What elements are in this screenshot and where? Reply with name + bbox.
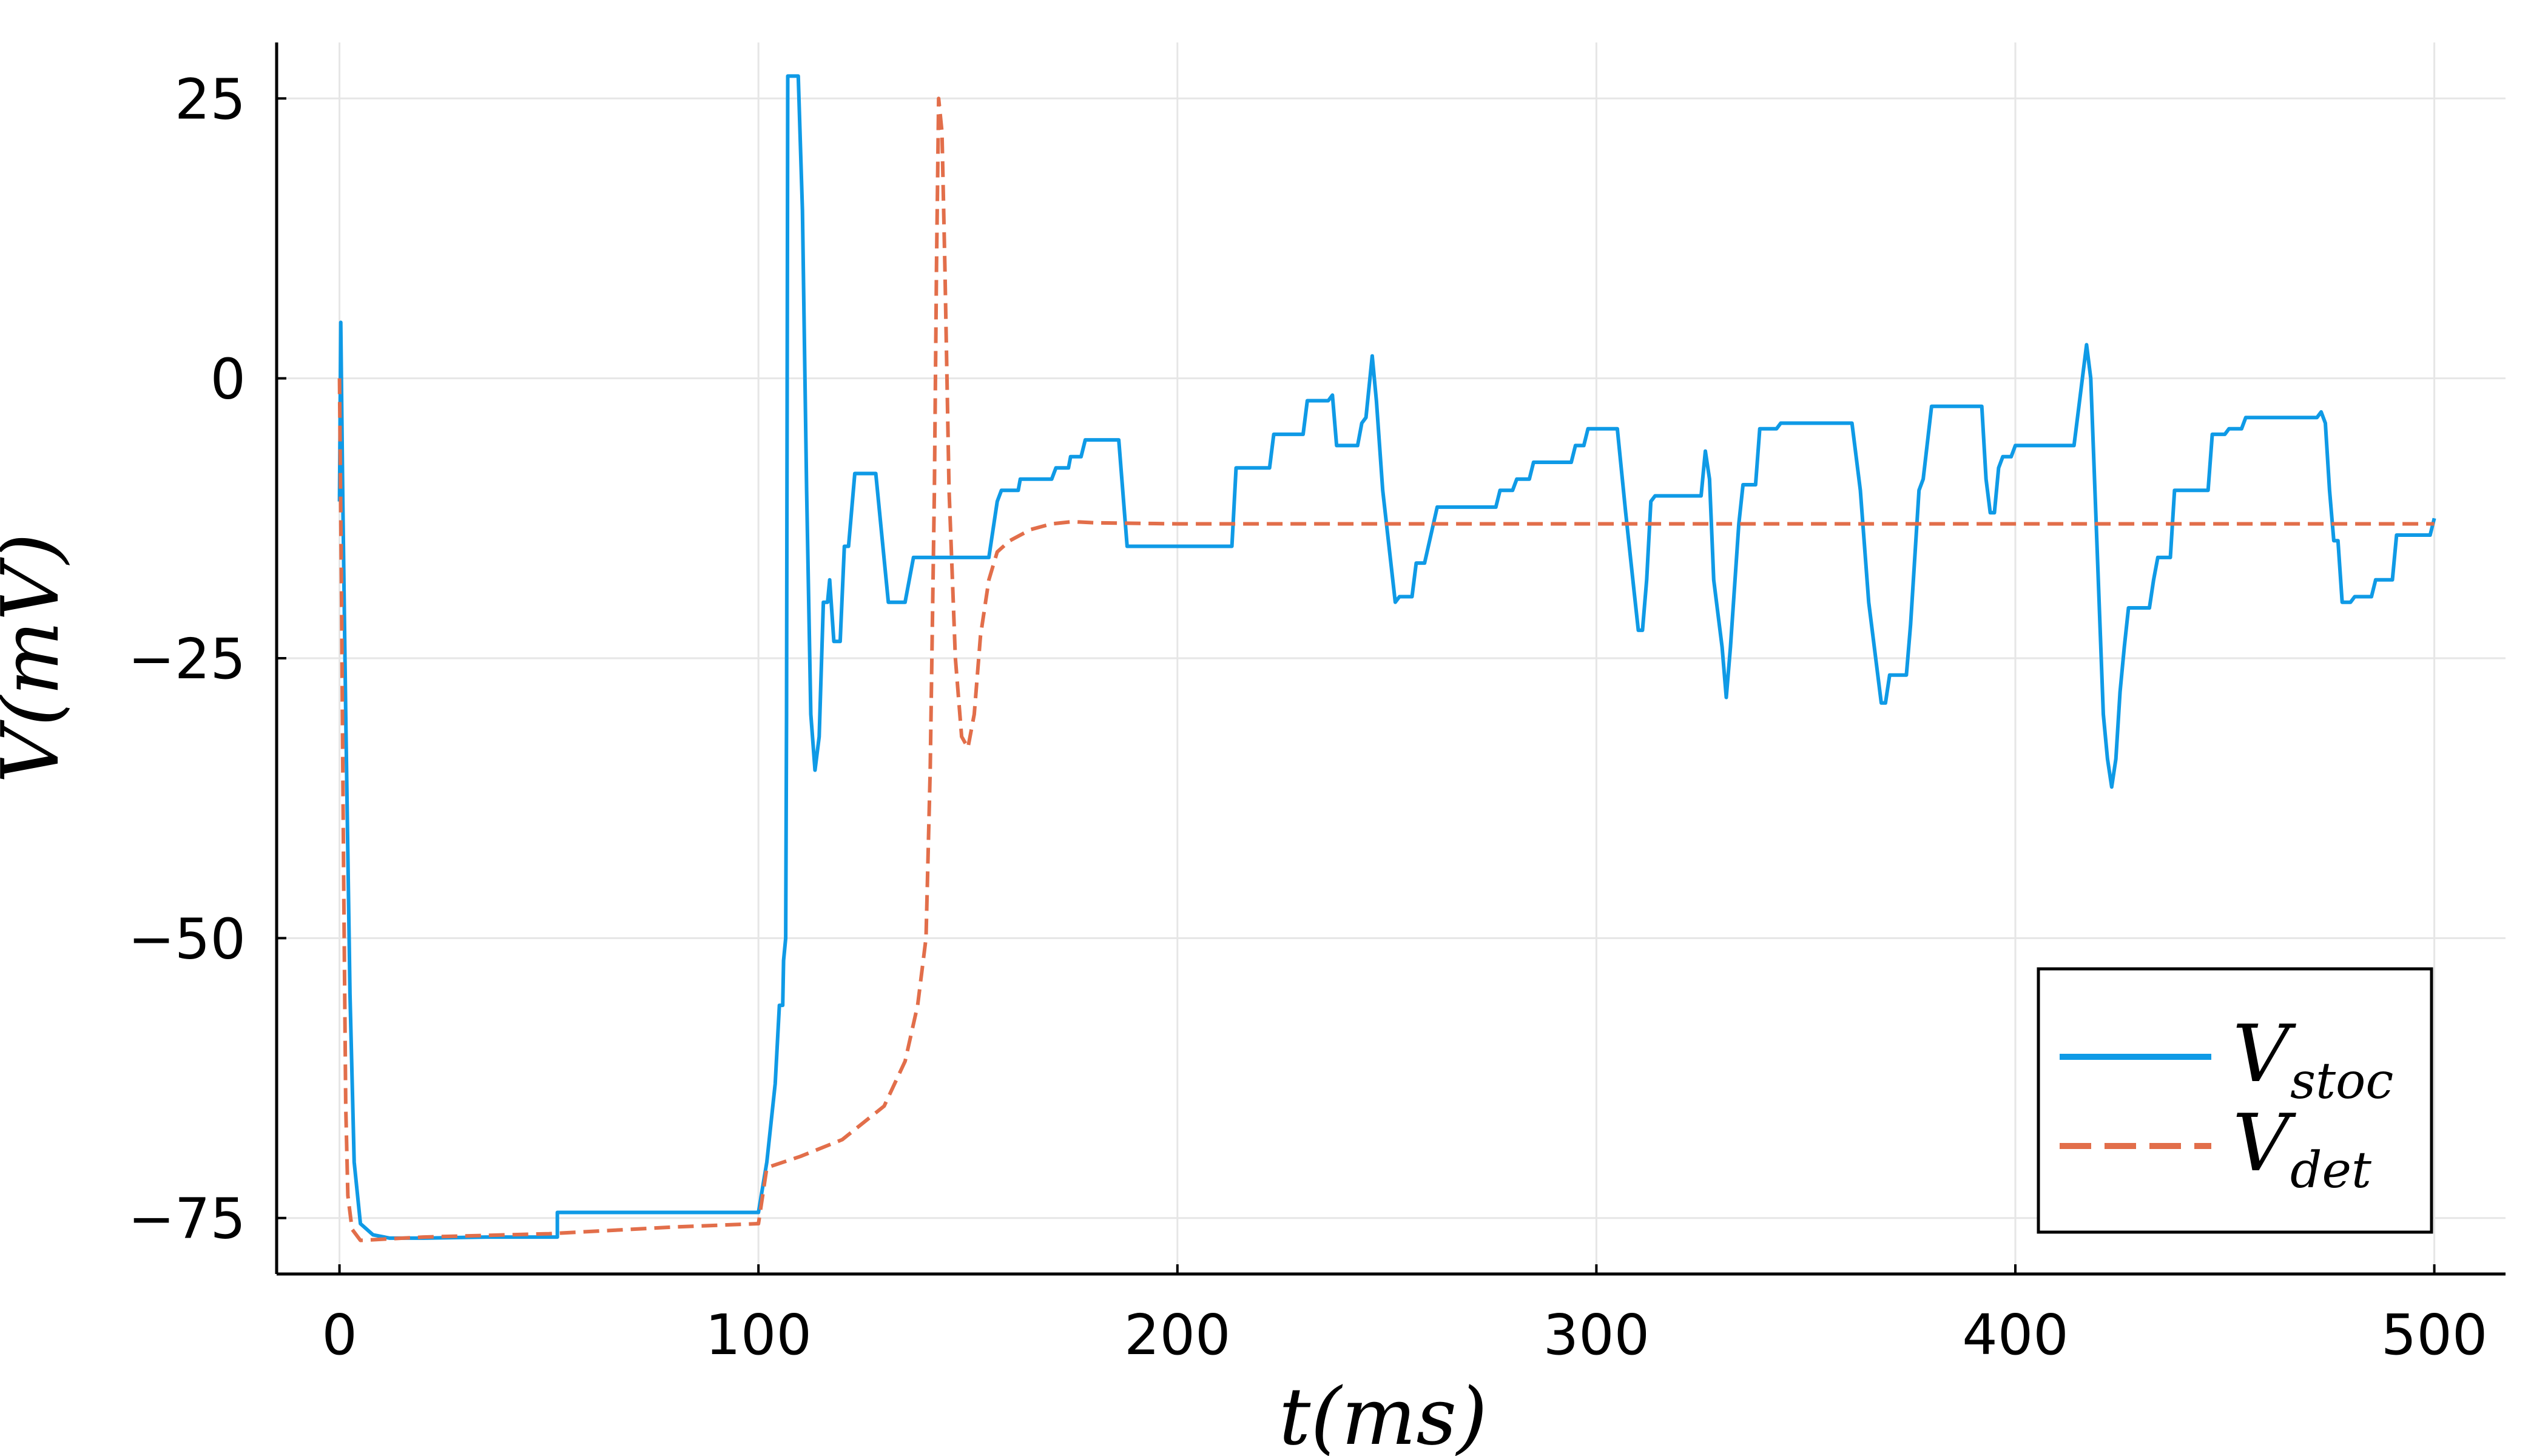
series-layer (337, 74, 2436, 1242)
x-tick-label: 100 (705, 1303, 812, 1367)
y-tick-label: −50 (128, 906, 246, 971)
grid (277, 42, 2506, 1274)
legend: V stoc V det (2037, 967, 2433, 1234)
legend-sub-det: det (2290, 1142, 2372, 1199)
y-ticks: 25 0 −25 −50 −75 (128, 67, 286, 1252)
legend-sub-stoc: stoc (2290, 1053, 2393, 1110)
y-tick-label: 0 (210, 347, 246, 412)
x-tick-label: 500 (2381, 1303, 2488, 1367)
series-line-stoc (337, 74, 2436, 1240)
x-tick-label: 400 (1962, 1303, 2069, 1367)
y-axis-label: V(mV) (0, 533, 76, 783)
y-tick-label: 25 (175, 67, 246, 132)
legend-label-stoc: V (2233, 1008, 2296, 1100)
legend-label-det: V (2233, 1097, 2296, 1189)
series-line-det (337, 96, 2435, 1242)
x-tick-label: 300 (1543, 1303, 1650, 1367)
x-ticks: 0 100 200 300 400 500 (322, 1264, 2487, 1367)
y-tick-label: −25 (128, 627, 246, 692)
y-tick-label: −75 (128, 1187, 246, 1252)
legend-box (2037, 967, 2433, 1234)
x-axis-label: t(ms) (1279, 1370, 1488, 1456)
x-tick-label: 200 (1124, 1303, 1231, 1367)
x-tick-label: 0 (322, 1303, 357, 1367)
